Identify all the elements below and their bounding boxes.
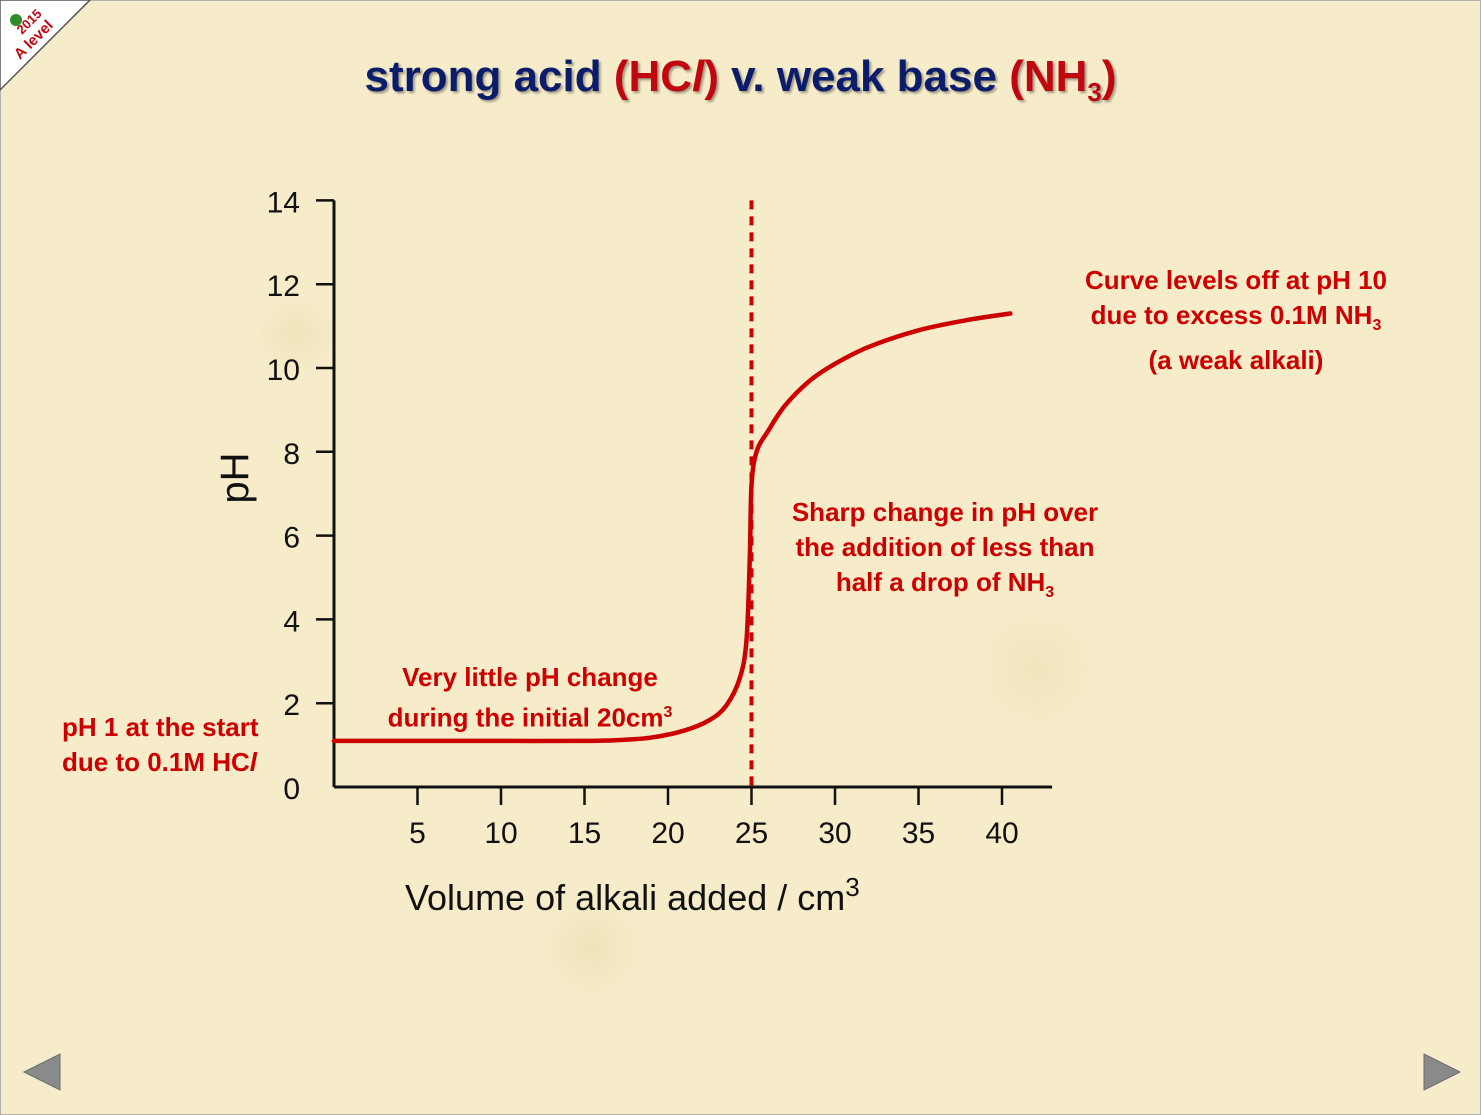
- note-level-line3: (a weak alkali): [1148, 345, 1324, 376]
- titration-curve: [331, 311, 1013, 744]
- note-sharp: Sharp change in pH over the addition of …: [760, 495, 1130, 610]
- y-tick-label: 6: [283, 522, 300, 555]
- chart-axes: [332, 200, 1053, 789]
- x-tick-label: 40: [985, 817, 1018, 850]
- x-tick-label: 10: [484, 817, 517, 850]
- note-level: Curve levels off at pH 10 due to excess …: [1050, 263, 1422, 378]
- chart-ticks: 0 2 4 6 8 10 12 14 5 10 15 20 25 30 35 40: [267, 186, 1019, 850]
- title-acid: (HCl): [613, 52, 719, 101]
- x-tick-label: 35: [902, 817, 935, 850]
- tree-icon: [10, 14, 22, 26]
- next-slide-icon[interactable]: [1422, 1052, 1462, 1092]
- note-level-line2: due to excess 0.1M NH3: [1090, 300, 1382, 335]
- badge-background: [0, 0, 92, 92]
- slide-title: strong acid (HCl) v. weak base (NH3): [0, 52, 1481, 108]
- x-tick-label: 25: [735, 817, 768, 850]
- y-tick-label: 10: [267, 354, 300, 387]
- note-initial-line2: during the initial 20cm3: [387, 702, 673, 733]
- note-start-line1: pH 1 at the start: [62, 712, 259, 742]
- note-sharp-line3: half a drop of NH3: [835, 567, 1055, 602]
- title-text-1: strong acid: [364, 52, 614, 101]
- x-tick-label: 5: [409, 817, 426, 850]
- note-level-line1: Curve levels off at pH 10: [1085, 265, 1387, 295]
- note-sharp-line2: the addition of less than: [795, 532, 1095, 562]
- x-tick-label: 30: [818, 817, 851, 850]
- note-initial-line1: Very little pH change: [402, 662, 658, 692]
- x-axis-label: Volume of alkali added / cm3: [405, 872, 860, 918]
- x-tick-label: 15: [568, 817, 601, 850]
- y-tick-label: 8: [283, 438, 300, 471]
- y-tick-label: 12: [267, 270, 300, 303]
- note-start-line2: due to 0.1M HCl: [62, 747, 258, 777]
- y-tick-label: 4: [283, 605, 300, 638]
- note-start: pH 1 at the start due to 0.1M HCl: [62, 710, 259, 780]
- y-tick-label: 14: [267, 186, 300, 219]
- x-tick-label: 20: [651, 817, 684, 850]
- year-badge: 2015 A level: [0, 0, 92, 92]
- y-axis-label: pH: [213, 452, 257, 503]
- y-tick-label: 2: [283, 689, 300, 722]
- previous-slide-icon[interactable]: [22, 1052, 62, 1092]
- note-sharp-line1: Sharp change in pH over: [791, 497, 1099, 527]
- title-text-2: v. weak base: [718, 52, 1010, 101]
- y-tick-label: 0: [283, 773, 300, 806]
- note-initial: Very little pH change during the initial…: [350, 660, 710, 736]
- title-base: (NH3): [1009, 52, 1117, 107]
